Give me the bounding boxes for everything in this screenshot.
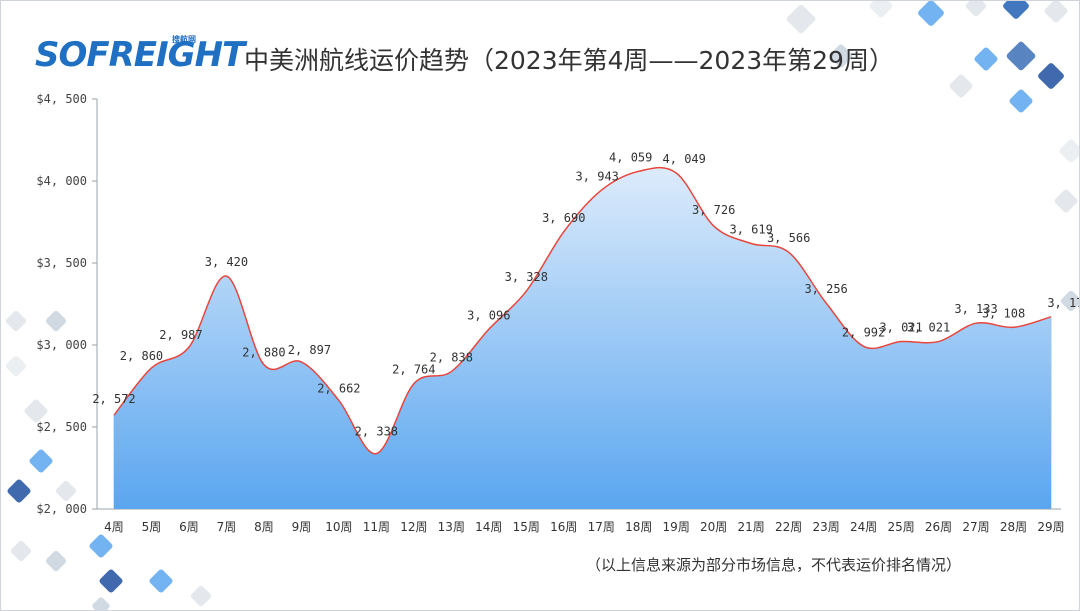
data-label: 2, 338 xyxy=(355,425,398,439)
x-tick-label: 10周 xyxy=(325,520,352,534)
x-tick-label: 6周 xyxy=(179,520,199,534)
data-label: 3, 328 xyxy=(505,270,548,284)
decorative-tile xyxy=(5,355,27,377)
data-label: 3, 726 xyxy=(692,203,735,217)
data-label: 2, 662 xyxy=(317,381,360,395)
data-label: 3, 256 xyxy=(804,282,847,296)
x-tick-label: 21周 xyxy=(738,520,765,534)
y-tick-label: $4, 000 xyxy=(36,174,87,188)
decorative-tile xyxy=(1003,1,1029,19)
x-tick-label: 7周 xyxy=(217,520,237,534)
data-label: 3, 943 xyxy=(576,169,619,183)
decorative-tile xyxy=(949,74,973,98)
x-tick-label: 18周 xyxy=(625,520,652,534)
decorative-tile xyxy=(1009,89,1033,113)
x-tick-label: 12周 xyxy=(400,520,427,534)
series-line xyxy=(113,166,1052,455)
series xyxy=(113,166,1052,509)
data-label: 2, 572 xyxy=(92,392,135,406)
data-label: 4, 049 xyxy=(663,152,706,166)
x-tick-label: 14周 xyxy=(475,520,502,534)
decorative-tile xyxy=(1059,139,1079,163)
decorative-tile xyxy=(1044,1,1068,23)
x-tick-label: 15周 xyxy=(513,520,540,534)
decorative-tile xyxy=(45,550,67,572)
data-label: 2, 897 xyxy=(288,343,331,357)
decorative-tile xyxy=(1038,63,1064,89)
decorative-tile xyxy=(7,479,31,503)
data-label: 4, 059 xyxy=(609,150,652,164)
data-label: 2, 764 xyxy=(392,363,435,377)
decorative-tile xyxy=(829,44,853,68)
data-label: 3, 172 xyxy=(1047,296,1079,310)
decorative-tile xyxy=(149,569,173,593)
decorative-tile xyxy=(45,310,67,332)
decorative-tile xyxy=(1006,41,1036,71)
x-tick-label: 9周 xyxy=(292,520,312,534)
x-tick-label: 23周 xyxy=(812,520,839,534)
data-label: 2, 838 xyxy=(430,351,473,365)
data-label: 2, 987 xyxy=(159,328,202,342)
data-label: 3, 133 xyxy=(954,302,997,316)
decorative-tile xyxy=(92,597,110,610)
decorative-tile xyxy=(99,569,123,593)
x-tick-label: 8周 xyxy=(254,520,274,534)
data-label: 3, 619 xyxy=(729,222,772,236)
y-tick-label: $4, 500 xyxy=(36,92,87,106)
y-tick-label: $2, 500 xyxy=(36,420,87,434)
decorative-tile xyxy=(89,534,113,558)
decorative-tile xyxy=(1054,189,1078,213)
x-tick-label: 25周 xyxy=(887,520,914,534)
x-tick-label: 26周 xyxy=(925,520,952,534)
decorative-tile xyxy=(5,310,27,332)
data-labels: 2, 572 4周 2, 860 5周 2, 987 6周 3, 420 7周 2, 880 8周… xyxy=(92,150,1079,534)
x-tick-label: 22周 xyxy=(775,520,802,534)
x-tick-label: 11周 xyxy=(363,520,390,534)
x-tick-label: 27周 xyxy=(962,520,989,534)
data-label: 2, 860 xyxy=(120,349,163,363)
data-label: 2, 992 xyxy=(842,325,885,339)
y-tick-label: $3, 000 xyxy=(36,338,87,352)
x-tick-label: 24周 xyxy=(850,520,877,534)
data-label: 3, 690 xyxy=(542,211,585,225)
x-tick-label: 13周 xyxy=(438,520,465,534)
decorative-tile xyxy=(869,1,893,18)
chart-title: 中美洲航线运价趋势（2023年第4周——2023年第29周） xyxy=(244,46,894,75)
decorative-tile xyxy=(29,449,53,473)
x-tick-label: 20周 xyxy=(700,520,727,534)
x-tick-label: 4周 xyxy=(104,520,124,534)
x-tick-label: 19周 xyxy=(663,520,690,534)
data-label: 3, 096 xyxy=(467,308,510,322)
x-tick-label: 16周 xyxy=(550,520,577,534)
y-tick-label: $2, 000 xyxy=(36,502,87,516)
logo-subtext: 搜航网 xyxy=(172,35,196,44)
x-tick-label: 29周 xyxy=(1037,520,1064,534)
logo: SOFREIGHT xyxy=(35,35,245,75)
x-tick-label: 5周 xyxy=(142,520,162,534)
x-tick-label: 17周 xyxy=(588,520,615,534)
y-tick-label: $3, 500 xyxy=(36,256,87,270)
decorative-tile xyxy=(190,585,212,607)
decorative-tile xyxy=(974,47,998,71)
data-label: 3, 108 xyxy=(982,306,1025,320)
decorative-tile xyxy=(918,1,944,26)
decorative-tile xyxy=(1060,290,1079,312)
decorative-tile xyxy=(24,399,48,423)
decorative-tile xyxy=(965,1,987,17)
data-label: 3, 420 xyxy=(205,255,248,269)
decorative-tile xyxy=(786,4,816,34)
data-label: 3, 566 xyxy=(767,231,810,245)
source-note: （以上信息来源为部分市场信息，不代表运价排名情况） xyxy=(586,556,962,574)
decorative-tile xyxy=(55,480,77,502)
data-label: 3, 021 xyxy=(879,321,922,335)
data-label: 3, 021 xyxy=(907,321,950,335)
area-fill xyxy=(114,167,1051,509)
x-tick-label: 28周 xyxy=(1000,520,1027,534)
decorative-tile xyxy=(10,540,32,562)
data-label: 2, 880 xyxy=(242,346,285,360)
